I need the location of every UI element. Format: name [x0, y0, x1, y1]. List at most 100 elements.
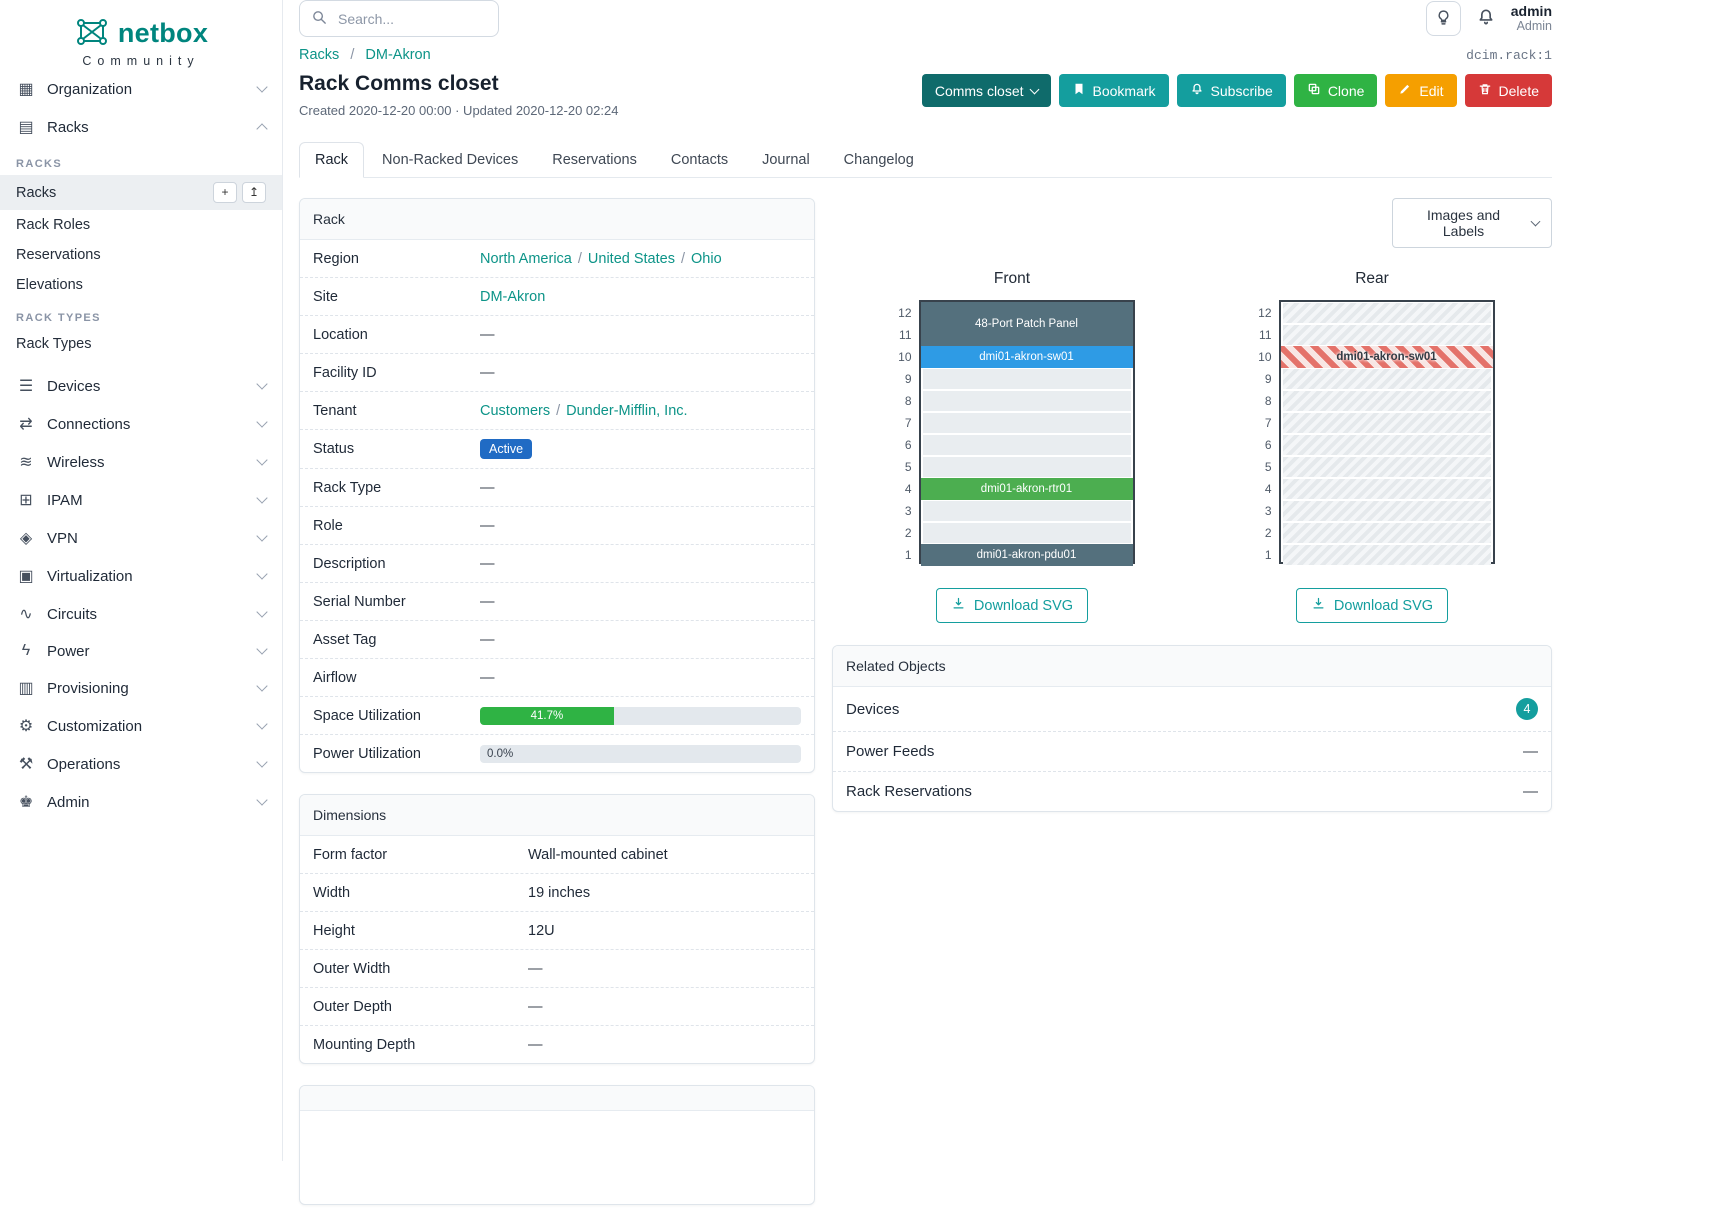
related-row-power-feeds[interactable]: Power Feeds — — [833, 732, 1551, 772]
tab-changelog[interactable]: Changelog — [843, 152, 914, 168]
tab-bar: Rack Non-Racked Devices Reservations Con… — [299, 142, 1552, 178]
breadcrumb-link-racks[interactable]: Racks — [299, 47, 340, 63]
related-row-devices[interactable]: Devices 4 — [833, 687, 1551, 732]
sidebar-item-virtualization[interactable]: ▣ Virtualization — [0, 557, 282, 595]
clone-button[interactable]: Clone — [1293, 74, 1378, 107]
elevation-title: Rear — [1355, 270, 1389, 287]
sidebar-item-wireless[interactable]: ≋ Wireless — [0, 443, 282, 481]
delete-button[interactable]: Delete — [1464, 74, 1552, 107]
tab-rack[interactable]: Rack — [299, 142, 365, 178]
rack-unit-slot[interactable] — [1282, 501, 1491, 521]
sidebar-item-rack-types[interactable]: Rack Types — [0, 329, 282, 359]
unit-number: 8 — [904, 394, 912, 408]
card-title: Dimensions — [300, 795, 814, 836]
rack-device[interactable]: dmi01-akron-sw01 — [1280, 346, 1493, 368]
sidebar-item-label: Customization — [47, 717, 143, 735]
sidebar-item-label: Power — [47, 642, 90, 660]
chevron-down-icon — [256, 756, 268, 768]
rack-device[interactable]: dmi01-akron-rtr01 — [920, 478, 1133, 500]
rack-unit-slot[interactable] — [1282, 479, 1491, 499]
racks-icon: ▤ — [18, 119, 34, 136]
edit-button[interactable]: Edit — [1385, 74, 1457, 107]
rack-unit-slot[interactable] — [922, 501, 1131, 521]
rack-device[interactable]: dmi01-akron-sw01 — [920, 346, 1133, 368]
rack-unit-slot[interactable] — [1282, 523, 1491, 543]
rack-unit-slot[interactable] — [1282, 457, 1491, 477]
rack-device[interactable]: 48-Port Patch Panel — [920, 302, 1133, 346]
sidebar-item-label: Rack Roles — [16, 217, 91, 233]
rack-unit-slot[interactable] — [922, 369, 1131, 389]
sidebar-item-racks-list[interactable]: Racks + ↥ — [0, 175, 282, 210]
rack-elevation-front: Front 12 11 10 9 8 7 6 5 4 3 2 1 48-Port Patch Pane… — [890, 270, 1135, 623]
rack-device[interactable]: dmi01-akron-pdu01 — [920, 544, 1133, 566]
tab-journal[interactable]: Journal — [762, 152, 810, 168]
sidebar-item-admin[interactable]: ♚ Admin — [0, 783, 282, 821]
rack-unit-slot[interactable] — [1282, 413, 1491, 433]
rack-diagram: 48-Port Patch Panel dmi01-akron-sw01 dmi01… — [918, 300, 1135, 566]
sidebar-item-ipam[interactable]: ⊞ IPAM — [0, 481, 282, 519]
search-box[interactable] — [299, 0, 499, 37]
rack-unit-slot[interactable] — [922, 413, 1131, 433]
sidebar-item-vpn[interactable]: ◈ VPN — [0, 519, 282, 557]
sidebar-item-connections[interactable]: ⇄ Connections — [0, 405, 282, 443]
sidebar-item-racks[interactable]: ▤ Racks — [0, 108, 282, 146]
sidebar-item-power[interactable]: ϟ Power — [0, 633, 282, 669]
sidebar-item-label: Racks — [16, 184, 57, 201]
subscribe-button[interactable]: Subscribe — [1176, 74, 1286, 107]
tab-non-racked-devices[interactable]: Non-Racked Devices — [382, 152, 519, 168]
elevation-view-select[interactable]: Images and Labels — [1392, 198, 1552, 248]
notifications-button[interactable] — [1476, 7, 1496, 30]
bookmark-button[interactable]: Bookmark — [1058, 74, 1169, 107]
rack-elevation-rear: Rear 12 11 10 9 8 7 6 5 4 3 2 1 dmi01-akron-sw01 Do… — [1250, 270, 1495, 623]
rack-device-label: dmi01-akron-pdu01 — [976, 549, 1077, 561]
space-utilization-fill: 41.7% — [480, 706, 614, 725]
sidebar-item-circuits[interactable]: ∿ Circuits — [0, 595, 282, 633]
rack-unit-slot[interactable] — [922, 457, 1131, 477]
tenant-group-link[interactable]: Customers — [480, 402, 551, 419]
chevron-down-icon — [1029, 84, 1039, 94]
import-rack-button[interactable]: ↥ — [242, 182, 266, 203]
region-link[interactable]: North America — [480, 250, 572, 267]
tab-reservations[interactable]: Reservations — [552, 152, 637, 168]
download-svg-front-button[interactable]: Download SVG — [935, 588, 1089, 623]
rack-unit-slot[interactable] — [1282, 303, 1491, 323]
region-link[interactable]: United States — [587, 250, 675, 267]
power-icon: ϟ — [21, 642, 31, 659]
tenant-link[interactable]: Dunder-Mifflin, Inc. — [566, 402, 688, 419]
row-space-utilization: Space Utilization 41.7% — [300, 697, 814, 735]
breadcrumb-link-dm-akron[interactable]: DM-Akron — [365, 47, 431, 63]
sidebar-item-reservations[interactable]: Reservations — [0, 240, 282, 270]
search-input[interactable] — [336, 9, 487, 28]
theme-toggle-button[interactable] — [1425, 1, 1461, 36]
row-facility-id: Facility ID — — [300, 354, 814, 392]
tab-contacts[interactable]: Contacts — [670, 152, 729, 168]
rack-selector-dropdown[interactable]: Comms closet — [921, 74, 1051, 107]
connections-icon: ⇄ — [19, 416, 33, 433]
rack-unit-slot[interactable] — [1282, 325, 1491, 345]
region-link[interactable]: Ohio — [691, 250, 722, 267]
sidebar-item-provisioning[interactable]: ▥ Provisioning — [0, 669, 282, 707]
rack-unit-slot[interactable] — [922, 391, 1131, 411]
brand: netbox Community — [0, 6, 282, 70]
sidebar-item-customization[interactable]: ⚙ Customization — [0, 707, 282, 745]
sidebar-item-elevations[interactable]: Elevations — [0, 270, 282, 300]
rack-unit-slot[interactable] — [1282, 369, 1491, 389]
site-link[interactable]: DM-Akron — [480, 288, 546, 305]
sidebar-item-label: Devices — [47, 377, 101, 395]
chevron-down-icon — [1530, 216, 1541, 227]
add-rack-button[interactable]: + — [213, 182, 237, 203]
related-row-rack-reservations[interactable]: Rack Reservations — — [846, 783, 1538, 800]
rack-unit-slot[interactable] — [1282, 435, 1491, 455]
rack-unit-slot[interactable] — [922, 435, 1131, 455]
sidebar-item-devices[interactable]: ☰ Devices — [0, 367, 282, 405]
sidebar-item-operations[interactable]: ⚒ Operations — [0, 745, 282, 783]
trash-icon — [1478, 82, 1492, 99]
rack-unit-slot[interactable] — [922, 523, 1131, 543]
rack-unit-slot[interactable] — [1282, 545, 1491, 565]
copy-icon — [1307, 82, 1321, 99]
download-svg-rear-button[interactable]: Download SVG — [1295, 588, 1449, 623]
user-menu[interactable]: admin Admin — [1511, 3, 1552, 35]
rack-unit-slot[interactable] — [1282, 391, 1491, 411]
sidebar-item-rack-roles[interactable]: Rack Roles — [0, 210, 282, 240]
sidebar-item-organization[interactable]: ▦ Organization — [0, 70, 282, 108]
